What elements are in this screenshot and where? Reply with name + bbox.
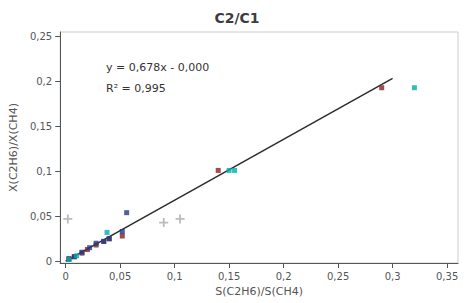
svg-text:0,15: 0,15 — [30, 121, 52, 132]
svg-text:0,2: 0,2 — [276, 271, 292, 282]
svg-text:y = 0,678x - 0,000: y = 0,678x - 0,000 — [106, 61, 209, 74]
svg-text:S(C2H6)/S(CH4): S(C2H6)/S(CH4) — [215, 285, 303, 298]
svg-text:R² = 0,995: R² = 0,995 — [106, 82, 166, 95]
svg-text:0,3: 0,3 — [385, 271, 401, 282]
svg-text:0: 0 — [62, 271, 68, 282]
svg-text:0,25: 0,25 — [327, 271, 349, 282]
svg-text:0,25: 0,25 — [30, 31, 52, 42]
svg-text:0,2: 0,2 — [36, 76, 52, 87]
svg-text:C2/C1: C2/C1 — [214, 10, 259, 26]
svg-text:X(C2H6)/X(CH4): X(C2H6)/X(CH4) — [7, 103, 20, 192]
svg-text:0,05: 0,05 — [109, 271, 131, 282]
svg-text:0,1: 0,1 — [36, 166, 52, 177]
svg-text:0,1: 0,1 — [167, 271, 183, 282]
svg-text:0,15: 0,15 — [218, 271, 240, 282]
svg-text:0,05: 0,05 — [30, 211, 52, 222]
svg-text:0: 0 — [46, 256, 52, 267]
svg-text:0,35: 0,35 — [436, 271, 458, 282]
